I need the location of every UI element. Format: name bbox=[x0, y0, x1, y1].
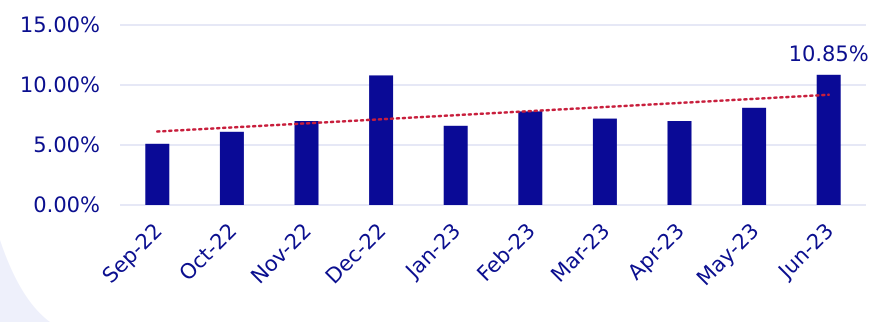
bars bbox=[145, 74, 841, 206]
bar-nov-22 bbox=[294, 121, 319, 205]
x-axis-ticks: Sep-22 Oct-22 Nov-22 Dec-22 Jan-23 Feb-23 Mar-… bbox=[98, 219, 839, 291]
bar-sep-22 bbox=[145, 143, 170, 205]
x-tick-label: Oct-22 bbox=[175, 219, 242, 286]
y-axis-ticks: 0.00% 5.00% 10.00% 15.00% bbox=[20, 13, 100, 217]
data-labels: 10.85% bbox=[789, 42, 869, 66]
x-tick-label: Dec-22 bbox=[321, 219, 391, 289]
bar-oct-22 bbox=[219, 131, 244, 205]
x-tick-label: Sep-22 bbox=[98, 219, 167, 288]
bar-mar-23 bbox=[592, 118, 617, 205]
x-tick-label: Apr-23 bbox=[623, 219, 689, 285]
x-tick-label: Mar-23 bbox=[546, 219, 614, 287]
bar-apr-23 bbox=[667, 121, 692, 205]
trendline bbox=[156, 93, 830, 133]
data-label: 10.85% bbox=[789, 42, 869, 66]
trend-line bbox=[156, 93, 830, 133]
gridlines bbox=[120, 24, 866, 206]
x-tick-label: Jun-23 bbox=[772, 219, 838, 285]
bar-feb-23 bbox=[518, 111, 543, 205]
x-tick-label: Jan-23 bbox=[400, 219, 466, 285]
x-tick-label: Nov-22 bbox=[246, 219, 316, 289]
x-tick-label: Feb-23 bbox=[472, 219, 540, 287]
x-tick-label: May-23 bbox=[692, 219, 764, 291]
y-tick-label: 5.00% bbox=[33, 133, 100, 157]
y-tick-label: 0.00% bbox=[33, 193, 100, 217]
bar-dec-22 bbox=[369, 75, 394, 206]
y-tick-label: 15.00% bbox=[20, 13, 100, 37]
bar-jan-23 bbox=[443, 125, 468, 205]
y-tick-label: 10.00% bbox=[20, 73, 100, 97]
bar-may-23 bbox=[742, 107, 767, 205]
bar-jun-23 bbox=[816, 74, 841, 205]
